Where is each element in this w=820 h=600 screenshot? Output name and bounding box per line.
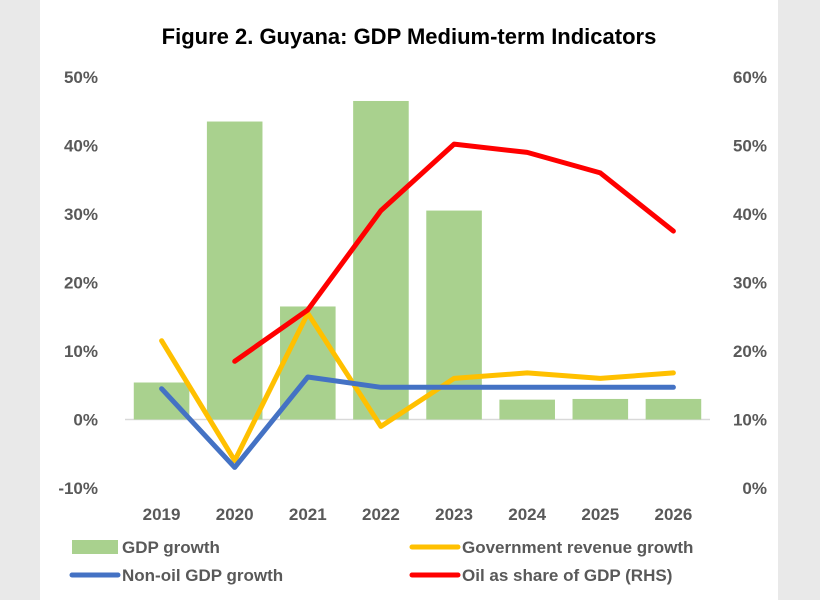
x-tick-label: 2021 xyxy=(289,505,327,524)
legend-swatch-gdp-growth xyxy=(72,540,118,554)
right-tick-label: 10% xyxy=(733,411,767,430)
x-tick-label: 2023 xyxy=(435,505,473,524)
x-tick-label: 2024 xyxy=(508,505,546,524)
right-tick-label: 30% xyxy=(733,274,767,293)
bar-gdp-growth-2025 xyxy=(572,398,629,420)
x-tick-label: 2025 xyxy=(581,505,619,524)
right-tick-label: 40% xyxy=(733,205,767,224)
left-tick-label: 10% xyxy=(64,342,98,361)
line-oil-as-share-of-gdp-rhs xyxy=(232,141,676,364)
right-tick-label: 0% xyxy=(742,479,767,498)
legend: GDP growth Government revenue growth Non-o… xyxy=(69,538,693,585)
line-government-revenue-growth xyxy=(159,310,676,464)
chart-title: Figure 2. Guyana: GDP Medium-term Indica… xyxy=(162,24,657,49)
bar-gdp-growth-2023 xyxy=(426,210,482,420)
left-tick-label: -10% xyxy=(58,479,98,498)
legend-label-oil-as-share-of-gdp-rhs: Oil as share of GDP (RHS) xyxy=(462,566,672,585)
bar-gdp-growth-2024 xyxy=(499,399,555,420)
legend-label-non-oil-gdp-growth: Non-oil GDP growth xyxy=(122,566,283,585)
left-axis-ticks: -10% 0% 10% 20% 30% 40% 50% xyxy=(58,68,98,498)
bars-layer xyxy=(133,100,702,420)
left-tick-label: 50% xyxy=(64,68,98,87)
x-tick-label: 2022 xyxy=(362,505,400,524)
legend-label-government-revenue-growth: Government revenue growth xyxy=(462,538,693,557)
lines-layer xyxy=(159,141,676,470)
legend-label-gdp-growth: GDP growth xyxy=(122,538,220,557)
left-tick-label: 40% xyxy=(64,137,98,156)
left-tick-label: 0% xyxy=(73,411,98,430)
line-non-oil-gdp-growth xyxy=(159,374,676,470)
x-tick-label: 2019 xyxy=(143,505,181,524)
right-tick-label: 60% xyxy=(733,68,767,87)
right-tick-label: 20% xyxy=(733,342,767,361)
right-tick-label: 50% xyxy=(733,137,767,156)
left-tick-label: 20% xyxy=(64,274,98,293)
x-tick-label: 2026 xyxy=(655,505,693,524)
bar-gdp-growth-2026 xyxy=(645,398,702,420)
bar-gdp-growth-2022 xyxy=(353,100,409,420)
left-tick-label: 30% xyxy=(64,205,98,224)
right-axis-ticks: 0% 10% 20% 30% 40% 50% 60% xyxy=(733,68,767,498)
x-tick-label: 2020 xyxy=(216,505,254,524)
figure-panel: Figure 2. Guyana: GDP Medium-term Indica… xyxy=(40,0,778,600)
bar-gdp-growth-2020 xyxy=(206,121,263,420)
chart: Figure 2. Guyana: GDP Medium-term Indica… xyxy=(58,24,767,585)
x-axis-ticks: 2019 2020 2021 2022 2023 2024 2025 2026 xyxy=(143,505,693,524)
